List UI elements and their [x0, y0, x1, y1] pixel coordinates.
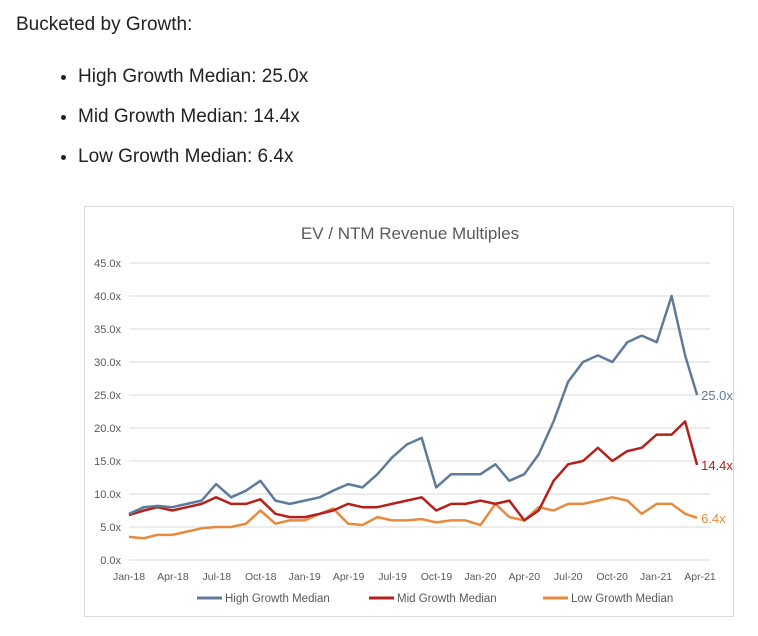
series-line-mid-growth-median	[128, 420, 699, 522]
legend-label: High Growth Median	[225, 593, 330, 605]
y-tick-label: 35.0x	[94, 324, 121, 336]
y-tick-label: 5.0x	[100, 522, 121, 534]
x-tick-label: Apr-20	[509, 571, 541, 583]
x-tick-label: Jan-19	[289, 571, 321, 583]
x-tick-label: Jan-21	[640, 571, 672, 583]
y-tick-label: 20.0x	[94, 423, 121, 435]
y-tick-label: 30.0x	[94, 357, 121, 369]
legend-label: Low Growth Median	[571, 593, 673, 605]
legend-label: Mid Growth Median	[397, 593, 497, 605]
end-value-label: 14.4x	[701, 458, 733, 473]
chart-title: EV / NTM Revenue Multiples	[301, 224, 519, 243]
y-tick-label: 0.0x	[100, 555, 121, 567]
bullet-mid-growth: Mid Growth Median: 14.4x	[78, 104, 308, 129]
x-tick-label: Jan-20	[464, 571, 496, 583]
y-tick-label: 45.0x	[94, 258, 121, 270]
x-tick-label: Oct-19	[421, 571, 453, 583]
x-tick-label: Jan-18	[113, 571, 145, 583]
x-tick-label: Jul-18	[203, 571, 232, 583]
growth-bullet-list: High Growth Median: 25.0x Mid Growth Med…	[58, 64, 308, 184]
y-tick-label: 25.0x	[94, 390, 121, 402]
y-tick-label: 40.0x	[94, 291, 121, 303]
bullet-high-growth: High Growth Median: 25.0x	[78, 64, 308, 89]
chart-container: EV / NTM Revenue Multiples 0.0x 5.0x 10.0x…	[84, 206, 734, 617]
end-value-label: 25.0x	[701, 388, 733, 403]
end-value-label: 6.4x	[701, 511, 726, 526]
y-tick-label: 15.0x	[94, 456, 121, 468]
y-tick-label: 10.0x	[94, 489, 121, 501]
x-tick-label: Oct-18	[245, 571, 277, 583]
x-tick-label: Apr-19	[333, 571, 365, 583]
series-line-high-growth-median	[128, 294, 699, 515]
bullet-low-growth: Low Growth Median: 6.4x	[78, 144, 308, 169]
x-tick-label: Oct-20	[596, 571, 628, 583]
series-line-low-growth-median	[128, 496, 698, 540]
x-tick-label: Apr-18	[157, 571, 189, 583]
x-tick-label: Jul-19	[378, 571, 407, 583]
line-chart: EV / NTM Revenue Multiples 0.0x 5.0x 10.0x…	[94, 224, 733, 605]
x-tick-label: Apr-21	[684, 571, 716, 583]
x-tick-label: Jul-20	[554, 571, 583, 583]
intro-text: Bucketed by Growth:	[16, 14, 193, 35]
